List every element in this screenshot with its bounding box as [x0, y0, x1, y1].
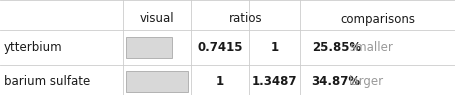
Text: ratios: ratios	[229, 13, 263, 25]
Text: ytterbium: ytterbium	[4, 41, 62, 54]
Text: 1.3487: 1.3487	[252, 75, 298, 88]
Bar	[126, 71, 188, 92]
Text: comparisons: comparisons	[340, 13, 415, 25]
Bar	[126, 37, 172, 58]
Text: larger: larger	[349, 75, 384, 88]
Text: 1: 1	[271, 41, 279, 54]
Text: 34.87%: 34.87%	[312, 75, 361, 88]
Text: visual: visual	[140, 13, 174, 25]
Text: 25.85%: 25.85%	[312, 41, 361, 54]
Text: 1: 1	[216, 75, 224, 88]
Text: barium sulfate: barium sulfate	[4, 75, 90, 88]
Text: 0.7415: 0.7415	[197, 41, 243, 54]
Text: smaller: smaller	[349, 41, 393, 54]
